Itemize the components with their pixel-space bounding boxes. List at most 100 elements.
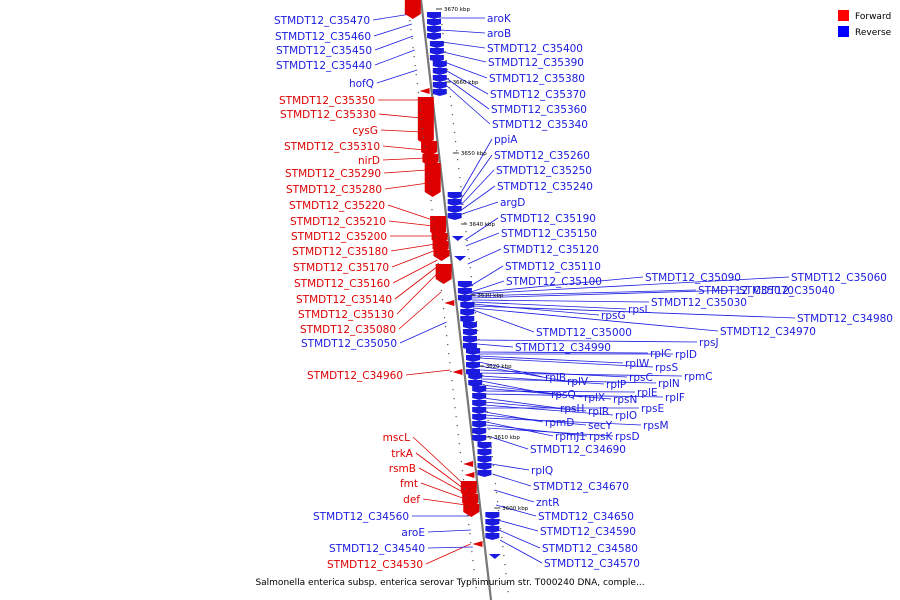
feature-dot xyxy=(445,326,447,328)
feature-dot xyxy=(454,141,457,143)
forward-gene-small xyxy=(463,461,474,467)
gene-label: STMDT12_C35370 xyxy=(490,89,586,101)
feature-dot xyxy=(500,528,502,530)
gene-label: zntR xyxy=(536,497,560,509)
forward-gene xyxy=(460,481,477,493)
leader-line xyxy=(387,204,433,221)
feature-dot xyxy=(439,281,441,283)
gene-label: STMDT12_C34560 xyxy=(313,511,409,523)
leader-line xyxy=(485,417,642,426)
gene-label: STMDT12_C35180 xyxy=(292,246,388,258)
gene-label: STMDT12_C35210 xyxy=(290,216,386,228)
tick-label: 3600 kbp xyxy=(502,506,528,512)
feature-dot xyxy=(447,344,449,346)
feature-dot xyxy=(449,96,451,98)
tick-label: 3610 kbp xyxy=(494,435,520,441)
leader-line xyxy=(476,339,698,343)
leader-line xyxy=(465,232,500,247)
gene-label: aroE xyxy=(401,527,425,539)
leader-line xyxy=(380,129,423,133)
leader-line xyxy=(420,482,466,500)
feature-dot xyxy=(490,447,492,449)
leader-line xyxy=(492,473,532,487)
reverse-gene xyxy=(427,12,442,19)
feature-dot xyxy=(450,371,452,373)
leader-line xyxy=(390,243,436,252)
feature-dot xyxy=(412,47,414,49)
leader-line xyxy=(399,321,447,344)
leader-line xyxy=(396,271,440,315)
feature-dot xyxy=(421,128,424,130)
reverse-gene xyxy=(429,48,444,55)
reverse-gene xyxy=(477,442,492,449)
leader-line xyxy=(412,436,464,485)
feature-dot xyxy=(471,551,473,553)
gene-label: STMDT12_C35080 xyxy=(300,324,396,336)
feature-dot xyxy=(427,173,429,175)
leader-line xyxy=(479,361,544,378)
gene-label: STMDT12_C35040 xyxy=(739,285,835,297)
feature-dot xyxy=(441,24,443,26)
forward-gene-arrow xyxy=(424,192,441,197)
feature-dot xyxy=(504,564,506,566)
forward-gene xyxy=(433,250,450,256)
feature-dot xyxy=(428,182,430,184)
gene-label: STMDT12_C35380 xyxy=(489,73,585,85)
reverse-gene-small xyxy=(488,554,501,559)
gene-label: rplQ xyxy=(531,465,553,477)
leader-line xyxy=(374,49,415,66)
reverse-gene xyxy=(477,470,492,477)
leader-line xyxy=(459,138,493,196)
feature-dot xyxy=(445,60,447,62)
gene-label: STMDT12_C34540 xyxy=(329,543,425,555)
forward-gene xyxy=(422,154,439,162)
legend-forward-swatch xyxy=(838,10,849,21)
feature-dot xyxy=(424,146,426,148)
feature-dot xyxy=(459,452,461,454)
feature-dot xyxy=(484,393,486,395)
feature-dot xyxy=(486,411,488,413)
forward-gene-small xyxy=(444,300,455,306)
reverse-gene-small xyxy=(451,236,464,241)
leader-line xyxy=(427,529,471,533)
forward-gene xyxy=(432,241,449,249)
gene-label: fmt xyxy=(400,478,418,490)
leader-line xyxy=(444,61,488,79)
gene-label: STMDT12_C35360 xyxy=(491,104,587,116)
feature-dot xyxy=(443,317,446,319)
gene-label: STMDT12_C35060 xyxy=(791,272,887,284)
gene-label: rpsK xyxy=(589,431,613,443)
reverse-gene xyxy=(472,386,487,393)
feature-dot xyxy=(466,506,468,508)
feature-dot xyxy=(473,303,476,305)
reverse-gene xyxy=(460,309,475,316)
feature-dot xyxy=(493,474,496,476)
gene-label: STMDT12_C35340 xyxy=(492,119,588,131)
leader-line xyxy=(482,387,612,400)
reverse-gene xyxy=(477,456,492,463)
gene-label: STMDT12_C35450 xyxy=(276,45,372,57)
gene-label: STMDT12_C35000 xyxy=(536,327,632,339)
reverse-gene xyxy=(462,322,477,329)
leader-line xyxy=(483,401,587,412)
tick-label: 3620 kbp xyxy=(486,364,512,370)
forward-gene xyxy=(404,0,421,14)
leader-line xyxy=(482,393,664,398)
reverse-gene xyxy=(457,281,472,288)
reverse-gene xyxy=(429,41,444,48)
feature-dot xyxy=(448,87,450,89)
reverse-gene xyxy=(477,449,492,456)
feature-dot xyxy=(417,92,419,94)
feature-dot xyxy=(474,312,477,314)
leader-line xyxy=(471,276,644,294)
feature-dot xyxy=(455,416,457,418)
reverse-gene xyxy=(466,348,480,355)
feature-dot xyxy=(447,78,449,80)
reverse-gene xyxy=(472,400,487,407)
leader-line xyxy=(460,169,495,206)
feature-dot xyxy=(462,204,464,206)
feature-dot xyxy=(431,209,433,211)
feature-dot xyxy=(446,335,448,337)
gene-label: rpsH xyxy=(560,403,584,415)
feature-dot xyxy=(498,510,500,512)
